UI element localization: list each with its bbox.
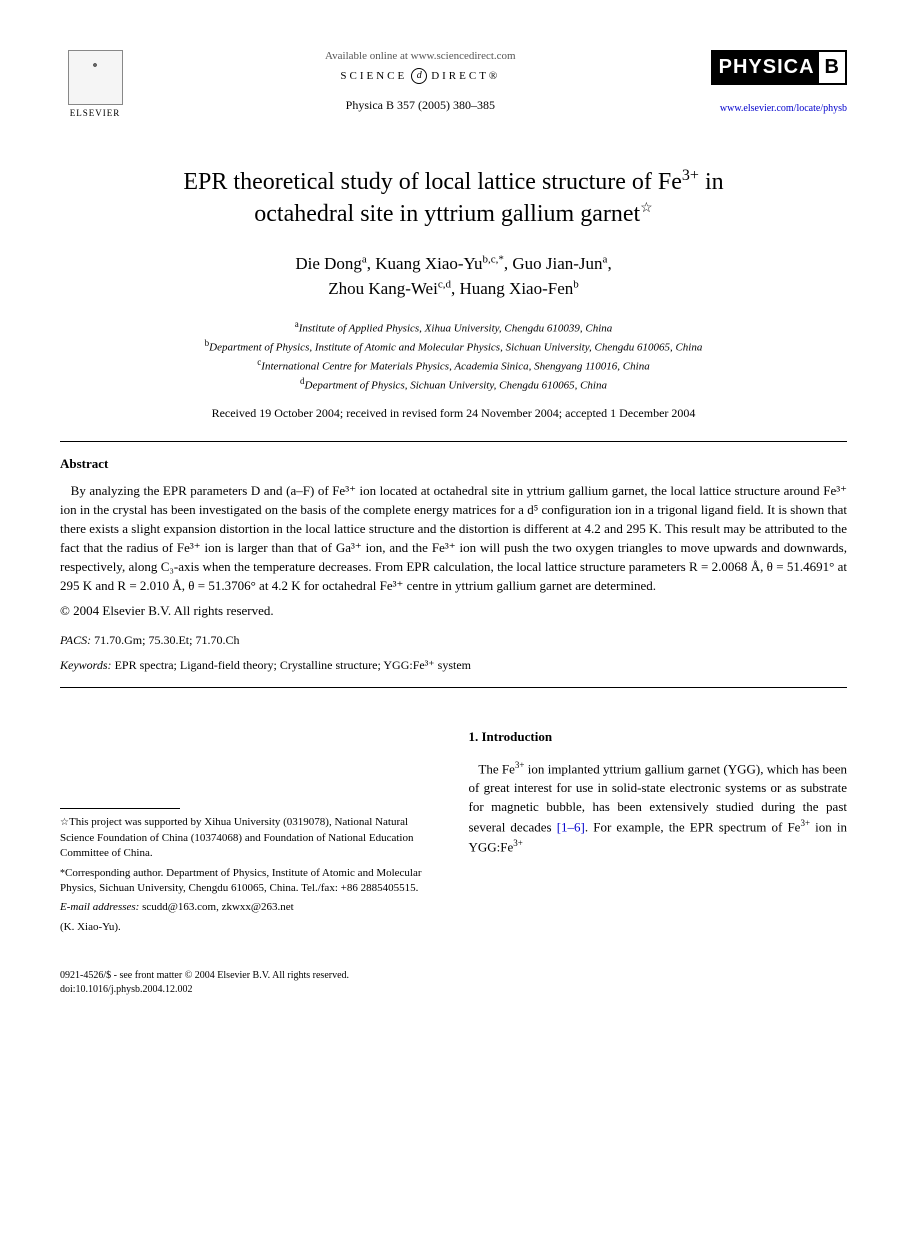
- title-part1: EPR theoretical study of local lattice s…: [183, 169, 682, 195]
- center-header: Available online at www.sciencedirect.co…: [130, 50, 711, 113]
- intro-paragraph: The Fe3+ ion implanted yttrium gallium g…: [469, 759, 848, 857]
- footer-doi: doi:10.1016/j.physb.2004.12.002: [60, 983, 847, 997]
- elsevier-logo: ELSEVIER: [60, 50, 130, 130]
- physica-letter: B: [817, 50, 847, 85]
- footnote-email: E-mail addresses: scudd@163.com, zkwxx@2…: [60, 900, 439, 915]
- sd-right: DIRECT®: [431, 70, 500, 82]
- science-direct-logo: SCIENCE d DIRECT®: [150, 68, 691, 84]
- footnote-email-author: (K. Xiao-Yu).: [60, 920, 439, 935]
- article-dates: Received 19 October 2004; received in re…: [60, 406, 847, 421]
- pacs-line: PACS: 71.70.Gm; 75.30.Et; 71.70.Ch: [60, 633, 847, 648]
- star-icon: ☆: [60, 817, 69, 828]
- title-tail: in: [699, 169, 724, 195]
- divider-bottom: [60, 687, 847, 688]
- footnote-rule: [60, 808, 180, 809]
- physica-word: PHYSICA: [711, 50, 819, 85]
- journal-url[interactable]: www.elsevier.com/locate/physb: [711, 103, 847, 114]
- email-addresses[interactable]: scudd@163.com, zkwxx@263.net: [142, 901, 294, 913]
- keywords-values: EPR spectra; Ligand-field theory; Crysta…: [115, 658, 471, 672]
- physica-logo-block: PHYSICAB www.elsevier.com/locate/physb: [711, 50, 847, 114]
- page-footer: 0921-4526/$ - see front matter © 2004 El…: [60, 969, 847, 997]
- abstract-body: By analyzing the EPR parameters D and (a…: [60, 482, 847, 595]
- author-2-sup: b,c,*: [482, 253, 503, 265]
- copyright-line: © 2004 Elsevier B.V. All rights reserved…: [60, 603, 847, 619]
- affil-b: Department of Physics, Institute of Atom…: [209, 342, 702, 354]
- affil-a: Institute of Applied Physics, Xihua Univ…: [299, 322, 613, 334]
- right-column: 1. Introduction The Fe3+ ion implanted y…: [469, 728, 848, 939]
- author-2: Kuang Xiao-Yu: [375, 254, 482, 273]
- abstract-text: By analyzing the EPR parameters D and (a…: [60, 483, 847, 592]
- title-star-icon: ☆: [640, 201, 653, 216]
- keywords-label: Keywords:: [60, 658, 115, 672]
- two-column-body: ☆This project was supported by Xihua Uni…: [60, 728, 847, 939]
- sd-circle-icon: d: [411, 68, 427, 84]
- elsevier-label: ELSEVIER: [70, 108, 121, 118]
- keywords-line: Keywords: EPR spectra; Ligand-field theo…: [60, 658, 847, 673]
- corresponding-text: Corresponding author. Department of Phys…: [60, 867, 422, 894]
- footnote-funding: ☆This project was supported by Xihua Uni…: [60, 815, 439, 861]
- funding-text: This project was supported by Xihua Univ…: [60, 816, 413, 859]
- author-3-sup: a: [603, 253, 608, 265]
- sd-left: SCIENCE: [340, 70, 407, 82]
- section-1-heading: 1. Introduction: [469, 728, 848, 747]
- pacs-label: PACS:: [60, 633, 94, 647]
- journal-reference: Physica B 357 (2005) 380–385: [150, 98, 691, 113]
- author-5: Huang Xiao-Fen: [459, 279, 573, 298]
- left-column: ☆This project was supported by Xihua Uni…: [60, 728, 439, 939]
- author-1-sup: a: [362, 253, 367, 265]
- ref-link-1-6[interactable]: [1–6]: [557, 820, 585, 835]
- abstract-heading: Abstract: [60, 456, 847, 472]
- affil-c: International Centre for Materials Physi…: [261, 361, 649, 373]
- elsevier-tree-icon: [68, 50, 123, 105]
- pacs-values: 71.70.Gm; 75.30.Et; 71.70.Ch: [94, 633, 239, 647]
- available-online-text: Available online at www.sciencedirect.co…: [150, 50, 691, 62]
- article-title: EPR theoretical study of local lattice s…: [60, 165, 847, 231]
- divider-top: [60, 441, 847, 442]
- affiliations: aInstitute of Applied Physics, Xihua Uni…: [60, 318, 847, 395]
- header-row: ELSEVIER Available online at www.science…: [60, 50, 847, 130]
- footnote-corresponding: *Corresponding author. Department of Phy…: [60, 866, 439, 897]
- author-1: Die Dong: [295, 254, 362, 273]
- author-4: Zhou Kang-Wei: [328, 279, 438, 298]
- footer-front-matter: 0921-4526/$ - see front matter © 2004 El…: [60, 969, 847, 983]
- affil-d: Department of Physics, Sichuan Universit…: [305, 380, 607, 392]
- email-label: E-mail addresses:: [60, 901, 142, 913]
- author-5-sup: b: [573, 279, 579, 291]
- author-list: Die Donga, Kuang Xiao-Yub,c,*, Guo Jian-…: [60, 251, 847, 302]
- title-part2: octahedral site in yttrium gallium garne…: [254, 201, 640, 227]
- author-3: Guo Jian-Jun: [512, 254, 602, 273]
- author-4-sup: c,d: [438, 279, 451, 291]
- title-sup: 3+: [682, 167, 699, 184]
